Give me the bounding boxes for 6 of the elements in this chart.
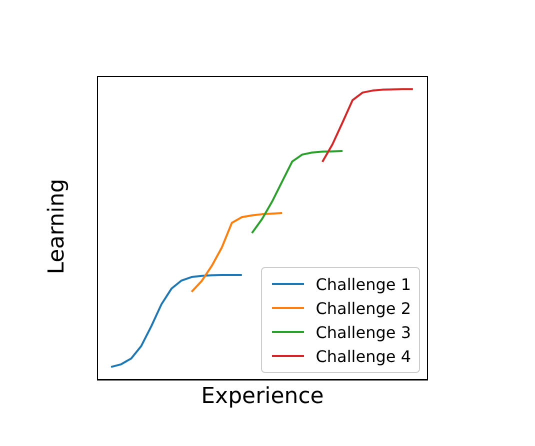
legend-label: Challenge 2 [316,298,411,318]
legend-label: Challenge 3 [316,322,411,342]
legend-label: Challenge 4 [316,346,411,366]
y-axis-title: Learning [44,178,70,276]
x-axis-title: Experience [200,384,325,409]
legend-label: Challenge 1 [316,274,411,294]
